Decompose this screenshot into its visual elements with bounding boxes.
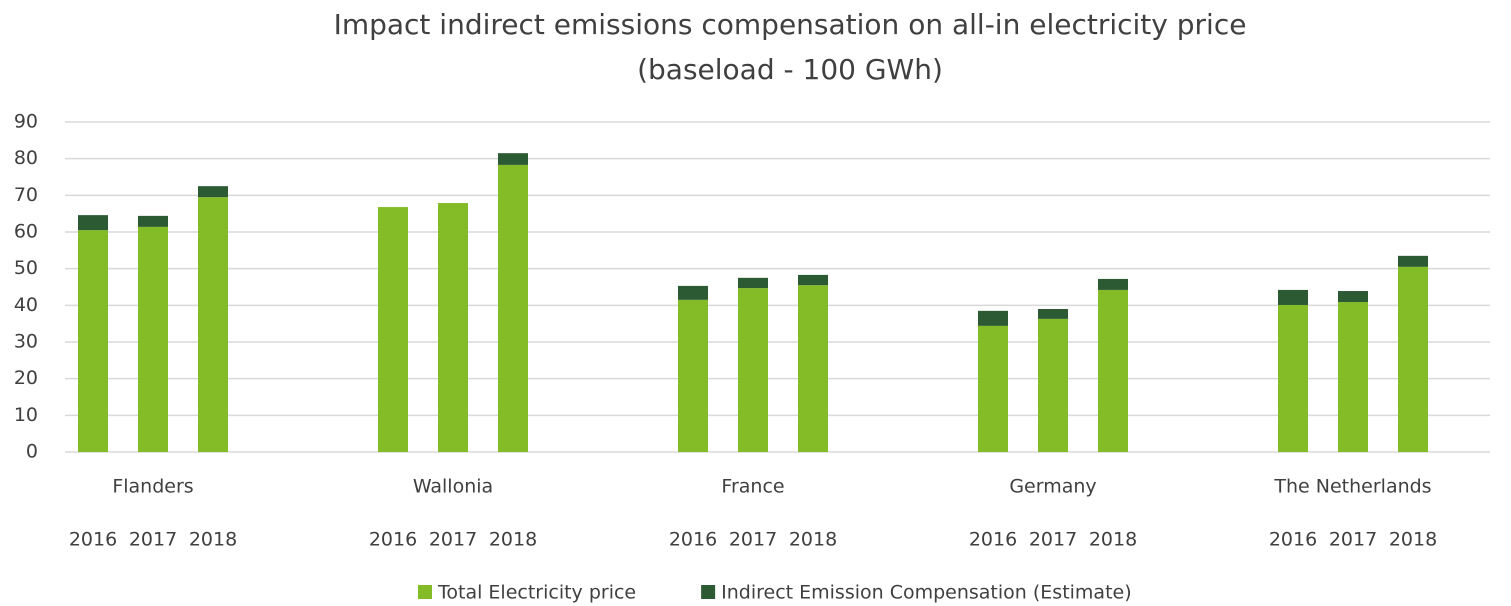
bar-segment (198, 186, 228, 198)
legend-swatch (418, 585, 432, 599)
bar-segment (1038, 309, 1068, 319)
group-label: The Netherlands (1273, 476, 1431, 498)
y-tick-label: 70 (14, 184, 38, 206)
bar-segment (138, 215, 168, 227)
bar-segment (678, 285, 708, 300)
bar-segment (138, 226, 168, 452)
bar-segment (738, 288, 768, 452)
bar-segment (798, 274, 828, 286)
bar-segment (1278, 289, 1308, 305)
y-tick-label: 20 (14, 367, 38, 389)
bar-segment (978, 310, 1008, 326)
bar-segment (498, 153, 528, 165)
x-tick-label: 2018 (1089, 529, 1137, 551)
x-tick-label: 2018 (489, 529, 537, 551)
x-tick-label: 2018 (1389, 529, 1437, 551)
chart-subtitle: (baseload - 100 GWh) (637, 53, 943, 86)
x-tick-label: 2018 (789, 529, 837, 551)
bar-segment (78, 215, 108, 231)
group-label: France (721, 476, 784, 498)
bar-segment (1038, 318, 1068, 452)
bar-segment (438, 203, 468, 452)
bar-segment (78, 230, 108, 452)
bar-segment (678, 299, 708, 452)
bar-segment (798, 285, 828, 452)
bar-segment (1398, 266, 1428, 452)
x-tick-label: 2016 (669, 529, 717, 551)
x-tick-label: 2017 (729, 529, 777, 551)
bar-segment (1338, 291, 1368, 303)
bar-segment (738, 277, 768, 289)
group-label: Wallonia (413, 476, 493, 498)
y-tick-label: 60 (14, 221, 38, 243)
bar-segment (498, 164, 528, 452)
x-tick-label: 2017 (1329, 529, 1377, 551)
bar-segment (198, 197, 228, 452)
y-tick-label: 10 (14, 404, 38, 426)
y-tick-label: 90 (14, 111, 38, 133)
bar-segment (978, 325, 1008, 452)
x-tick-label: 2017 (1029, 529, 1077, 551)
bar-segment (1278, 304, 1308, 452)
x-tick-label: 2017 (429, 529, 477, 551)
legend-swatch (701, 585, 716, 599)
x-tick-label: 2016 (369, 529, 417, 551)
x-tick-label: 2016 (69, 529, 117, 551)
y-tick-label: 0 (26, 441, 38, 463)
y-tick-label: 50 (14, 257, 38, 279)
x-tick-label: 2016 (1269, 529, 1317, 551)
legend-label: Total Electricity price (437, 582, 636, 604)
bar-segment (1338, 302, 1368, 452)
chart-title: Impact indirect emissions compensation o… (334, 8, 1247, 41)
y-tick-label: 30 (14, 331, 38, 353)
legend-label: Indirect Emission Compensation (Estimate… (721, 582, 1132, 604)
x-tick-label: 2017 (129, 529, 177, 551)
y-tick-label: 40 (14, 294, 38, 316)
bar-segment (1098, 278, 1128, 290)
bar-segment (1398, 255, 1428, 267)
y-tick-label: 80 (14, 147, 38, 169)
x-tick-label: 2018 (189, 529, 237, 551)
x-tick-label: 2016 (969, 529, 1017, 551)
bar-segment (378, 207, 408, 452)
bar-segment (1098, 289, 1128, 452)
group-label: Flanders (112, 476, 193, 498)
group-label: Germany (1009, 476, 1096, 498)
